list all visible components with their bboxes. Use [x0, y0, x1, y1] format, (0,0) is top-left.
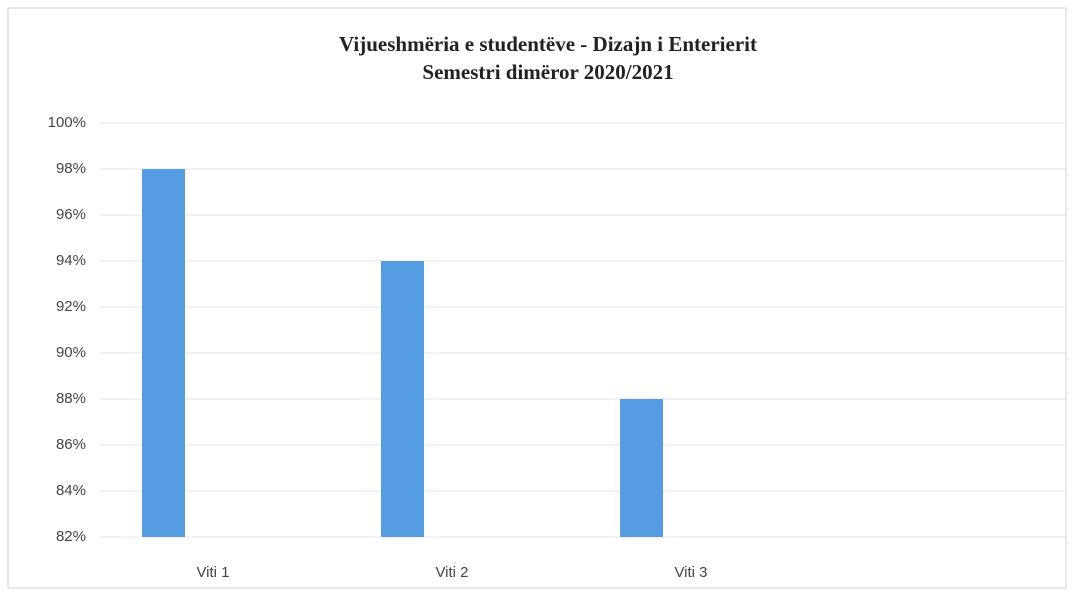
chart-subtitle: Semestri dimëror 2020/2021 — [422, 60, 673, 84]
x-tick-label: Viti 3 — [674, 564, 707, 581]
chart-title: Vijueshmëria e studentëve - Dizajn i Ent… — [339, 32, 757, 56]
y-tick-label: 84% — [56, 482, 86, 499]
bar — [142, 169, 185, 537]
x-tick-label: Viti 2 — [435, 564, 468, 581]
bar — [620, 399, 663, 537]
bar — [381, 261, 424, 537]
x-tick-label: Viti 1 — [196, 564, 229, 581]
y-tick-label: 92% — [56, 298, 86, 315]
y-tick-label: 82% — [56, 528, 86, 545]
y-tick-label: 86% — [56, 436, 86, 453]
y-tick-label: 96% — [56, 206, 86, 223]
y-tick-label: 100% — [48, 114, 86, 131]
y-tick-label: 94% — [56, 252, 86, 269]
y-tick-label: 90% — [56, 344, 86, 361]
y-tick-label: 98% — [56, 160, 86, 177]
y-tick-label: 88% — [56, 390, 86, 407]
